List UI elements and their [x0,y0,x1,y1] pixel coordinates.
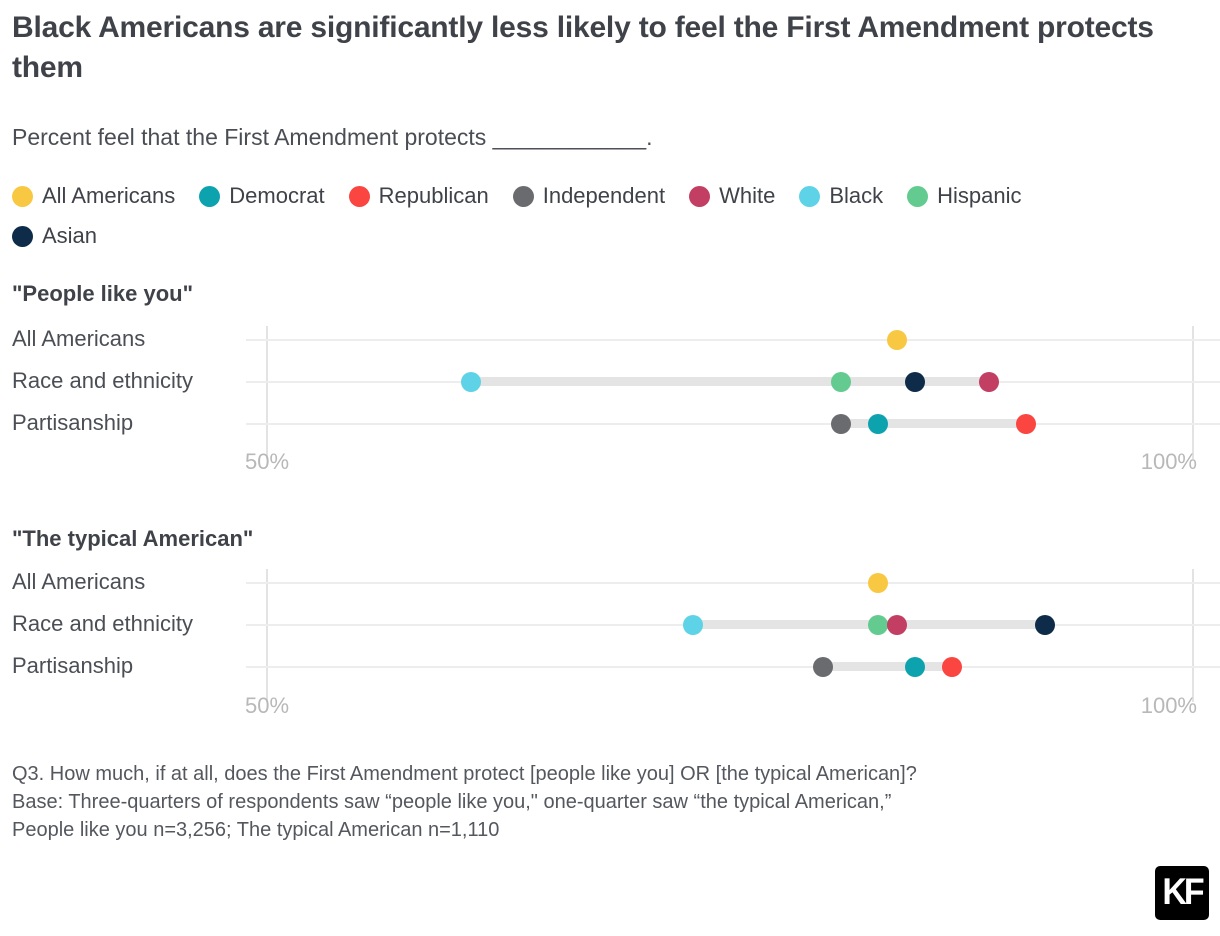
dot-republican [1016,414,1037,434]
legend-swatch-asian [12,225,33,247]
legend-label-hispanic: Hispanic [937,183,1022,208]
section-title-1: "People like you" [12,281,194,306]
dot-black [682,615,703,635]
dot-democrat [905,657,926,677]
range-bar [841,419,1027,428]
dot-independent [831,414,852,434]
section-title-2: "The typical American" [12,526,254,551]
row-label-partisanship: Partisanship [12,410,134,435]
legend-item-democrat: Democrat [199,183,325,209]
legend-row-1: All Americans Democrat Republican Independe… [12,183,1208,209]
legend-label-black: Black [829,183,884,208]
footnote-line-2: Base: Three-quarters of respondents saw … [12,791,892,813]
legend-item-black: Black [799,183,883,209]
legend-label-white: White [719,183,776,208]
dot-black [460,372,481,392]
dot-republican [942,657,963,677]
row-label-race-and-ethnicity: Race and ethnicity [12,368,193,393]
dot-independent [812,657,833,677]
legend-swatch-independent [512,185,534,207]
legend-label-democrat: Democrat [229,183,325,208]
legend-item-all-americans: All Americans [12,183,175,209]
footnote-line-1: Q3. How much, if at all, does the First … [12,763,917,785]
dot-asian [1034,615,1055,635]
legend-item-independent: Independent [512,183,666,209]
dot-democrat [868,414,889,434]
row-label-partisanship: Partisanship [12,653,134,678]
legend-label-asian: Asian [42,223,98,248]
chart-footnote: Q3. How much, if at all, does the First … [12,760,1202,844]
gridline-50pct [266,569,268,702]
x-axis-label-50: 50% [244,449,290,474]
gridline-50pct [266,326,268,459]
row-label-all-americans: All Americans [12,569,146,594]
legend-item-asian: Asian [12,223,97,249]
row-gridline [246,339,1220,341]
kff-logo-text: KF [1162,870,1204,913]
dot-white [979,372,1000,392]
legend-label-independent: Independent [542,183,666,208]
legend-swatch-white [689,185,711,207]
page-title: Black Americans are significantly less l… [12,11,1154,84]
row-label-all-americans: All Americans [12,326,146,351]
x-axis-label-50: 50% [244,693,290,718]
legend-label-republican: Republican [378,183,489,208]
legend-swatch-hispanic [907,185,929,207]
footnote-line-3: People like you n=3,256; The typical Ame… [12,819,500,841]
legend-row-2: Asian [12,223,1208,249]
legend-label-all-americans: All Americans [42,183,176,208]
legend-swatch-black [799,185,821,207]
range-bar [470,377,990,386]
row-label-race-and-ethnicity: Race and ethnicity [12,611,193,636]
x-axis-label-100: 100% [1140,693,1197,718]
legend: All Americans Democrat Republican Independe… [12,183,1208,249]
kff-logo: KF [1155,866,1209,920]
gridline-100pct [1192,569,1194,702]
dot-hispanic [831,372,852,392]
row-gridline [246,423,1220,425]
gridline-100pct [1192,326,1194,459]
range-bar [822,662,953,671]
dot-white [886,615,907,635]
dot-all-americans [868,573,889,593]
legend-swatch-democrat [199,185,221,207]
dot-all-americans [886,330,907,350]
legend-item-hispanic: Hispanic [907,183,1021,209]
row-gridline [246,582,1220,584]
row-gridline [246,666,1220,668]
legend-swatch-republican [348,185,370,207]
dot-asian [905,372,926,392]
legend-swatch-all-americans [12,185,33,207]
dot-hispanic [868,615,889,635]
legend-item-republican: Republican [348,183,489,209]
x-axis-label-100: 100% [1140,449,1197,474]
chart-subtitle: Percent feel that the First Amendment pr… [12,124,653,150]
legend-item-white: White [689,183,775,209]
